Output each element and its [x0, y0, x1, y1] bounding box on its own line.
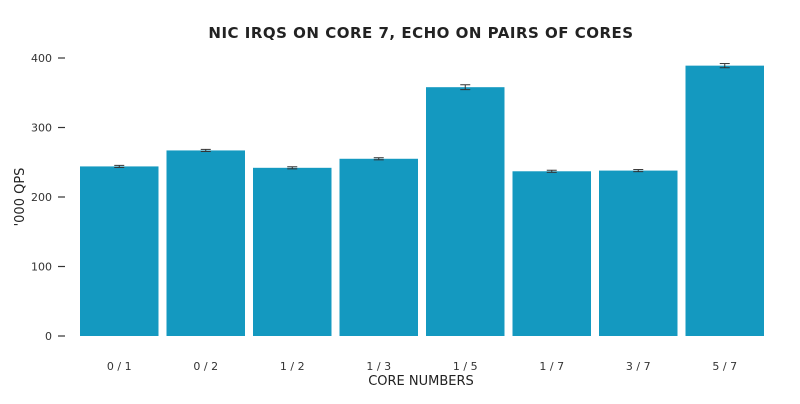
- error-bar: [287, 166, 298, 170]
- error-bar: [460, 84, 471, 91]
- error-bar: [546, 169, 557, 173]
- x-tick-label: 0 / 1: [107, 360, 132, 373]
- x-tick-label: 1 / 3: [366, 360, 391, 373]
- y-axis: 0 100 200 300 400: [31, 52, 65, 343]
- bar: [166, 150, 245, 336]
- x-tick-label: 0 / 2: [193, 360, 218, 373]
- error-bar: [719, 63, 730, 69]
- bar: [426, 87, 505, 336]
- y-tick-label: 400: [31, 52, 52, 65]
- error-bar: [200, 148, 211, 152]
- error-bar: [114, 164, 125, 168]
- bar: [253, 167, 332, 336]
- y-axis-label: '000 QPS: [13, 168, 28, 227]
- bar: [599, 170, 678, 336]
- x-tick-label: 1 / 5: [453, 360, 478, 373]
- error-bar: [373, 157, 384, 161]
- x-axis-label: CORE NUMBERS: [368, 374, 474, 389]
- bar: [512, 171, 591, 336]
- x-axis-ticks: 0 / 1 0 / 2 1 / 2 1 / 3 1 / 5 1 / 7 3 / 7 5 / 7: [107, 360, 737, 373]
- error-bar: [633, 169, 644, 173]
- y-tick-label: 0: [45, 330, 52, 343]
- y-tick-label: 200: [31, 191, 52, 204]
- y-tick-label: 300: [31, 122, 52, 135]
- chart-title: NIC IRQS ON CORE 7, ECHO ON PAIRS OF COR…: [208, 24, 633, 42]
- x-tick-label: 1 / 2: [280, 360, 305, 373]
- bars-group: [80, 63, 764, 337]
- bar: [339, 158, 418, 336]
- bar: [685, 65, 764, 337]
- x-tick-label: 3 / 7: [626, 360, 651, 373]
- bar: [80, 166, 159, 336]
- x-tick-label: 5 / 7: [712, 360, 737, 373]
- x-tick-label: 1 / 7: [539, 360, 564, 373]
- y-tick-label: 100: [31, 261, 52, 274]
